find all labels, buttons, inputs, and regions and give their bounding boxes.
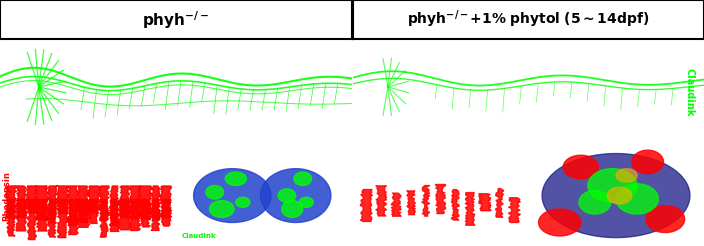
Polygon shape	[278, 189, 296, 202]
Text: Claudink: Claudink	[182, 233, 216, 239]
Polygon shape	[646, 206, 684, 232]
Polygon shape	[294, 172, 311, 185]
Polygon shape	[616, 169, 637, 182]
Text: Claudink: Claudink	[685, 68, 695, 116]
Polygon shape	[579, 191, 611, 214]
Polygon shape	[588, 169, 637, 202]
Polygon shape	[616, 184, 658, 214]
Text: /Hu: /Hu	[182, 223, 194, 229]
Text: D: D	[179, 149, 188, 158]
Polygon shape	[225, 172, 246, 185]
Text: E: E	[355, 149, 363, 158]
Polygon shape	[299, 197, 313, 207]
Text: B: B	[358, 43, 366, 53]
Text: A: A	[6, 43, 14, 53]
Polygon shape	[206, 185, 224, 199]
Polygon shape	[563, 155, 598, 179]
Polygon shape	[608, 187, 632, 204]
Text: $\mathit{\mathbf{phyh^{-/-}}}$: $\mathit{\mathbf{phyh^{-/-}}}$	[142, 9, 210, 31]
Polygon shape	[542, 154, 690, 238]
Polygon shape	[260, 169, 331, 222]
Polygon shape	[282, 201, 303, 217]
Text: Rhodopsin: Rhodopsin	[2, 171, 11, 220]
Polygon shape	[194, 169, 271, 222]
Polygon shape	[236, 197, 250, 207]
Text: $\mathit{\mathbf{phyh^{-/-}}}$$\mathbf{+ 1\%\ phytol\ (5{\sim}14dpf)}$: $\mathit{\mathbf{phyh^{-/-}}}$$\mathbf{+…	[407, 9, 650, 31]
Text: F: F	[531, 149, 538, 158]
Polygon shape	[210, 201, 234, 217]
Polygon shape	[632, 150, 663, 174]
Text: C: C	[3, 149, 11, 158]
Polygon shape	[539, 209, 581, 236]
